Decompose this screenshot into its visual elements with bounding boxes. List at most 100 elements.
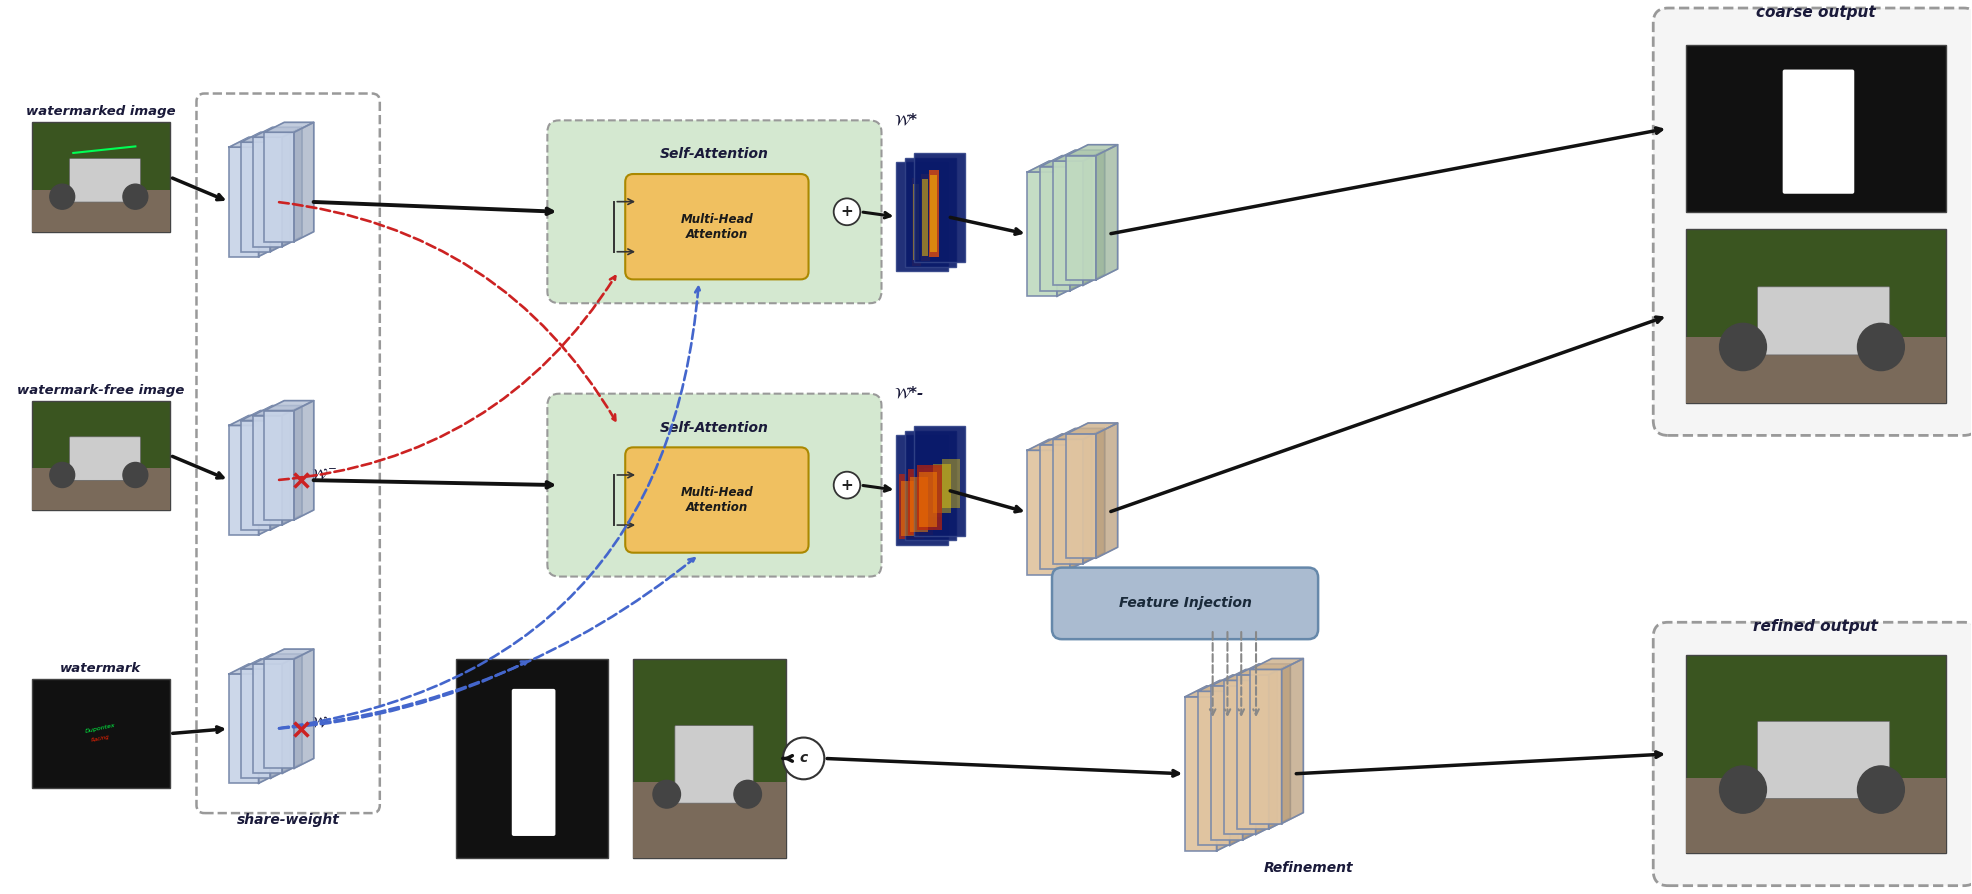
Polygon shape [241,410,290,420]
FancyBboxPatch shape [32,190,170,232]
FancyBboxPatch shape [229,674,258,783]
FancyBboxPatch shape [633,659,787,858]
Text: c: c [799,752,809,765]
Text: $\mathcal{W}$*-: $\mathcal{W}$*- [895,385,925,401]
Text: Multi-Head
Attention: Multi-Head Attention [680,213,753,240]
FancyBboxPatch shape [252,416,282,525]
Polygon shape [241,132,290,142]
Polygon shape [264,401,314,410]
Polygon shape [1083,150,1104,285]
FancyBboxPatch shape [633,782,787,858]
Text: Racing: Racing [91,735,110,744]
FancyBboxPatch shape [264,659,294,768]
Polygon shape [1067,145,1118,156]
Polygon shape [282,127,302,247]
Text: +: + [840,477,854,493]
Polygon shape [1185,686,1238,696]
FancyBboxPatch shape [1185,696,1217,851]
Polygon shape [1041,434,1092,445]
Circle shape [49,462,75,487]
FancyBboxPatch shape [925,468,943,518]
Circle shape [834,198,860,225]
FancyBboxPatch shape [456,659,609,858]
Polygon shape [294,401,314,520]
Circle shape [1858,766,1905,814]
FancyBboxPatch shape [1686,229,1946,402]
FancyBboxPatch shape [1053,161,1083,285]
Text: watermarked image: watermarked image [26,105,176,118]
FancyBboxPatch shape [917,465,943,530]
FancyBboxPatch shape [32,679,170,789]
Polygon shape [258,138,278,257]
Circle shape [49,184,75,209]
Polygon shape [1225,670,1278,680]
Text: $\mathcal{W}$: $\mathcal{W}$ [312,715,327,730]
FancyBboxPatch shape [252,664,282,773]
FancyBboxPatch shape [241,142,270,251]
FancyBboxPatch shape [911,179,921,266]
FancyBboxPatch shape [1051,568,1317,639]
Polygon shape [264,122,314,132]
FancyBboxPatch shape [264,410,294,520]
Polygon shape [252,127,302,138]
FancyBboxPatch shape [929,170,939,257]
FancyBboxPatch shape [1211,686,1242,840]
Text: refined output: refined output [1753,620,1877,634]
FancyBboxPatch shape [1053,439,1083,563]
Polygon shape [1199,680,1252,691]
Circle shape [1720,324,1767,371]
Polygon shape [282,406,302,525]
Polygon shape [1242,675,1264,840]
FancyBboxPatch shape [1067,434,1096,558]
FancyBboxPatch shape [913,184,919,260]
Polygon shape [252,654,302,664]
FancyBboxPatch shape [905,431,956,540]
FancyBboxPatch shape [921,180,927,256]
FancyBboxPatch shape [69,437,140,480]
FancyBboxPatch shape [907,469,933,535]
Polygon shape [270,659,290,779]
Polygon shape [1053,150,1104,161]
FancyBboxPatch shape [241,420,270,530]
Circle shape [122,184,148,209]
Text: watermark: watermark [61,662,142,675]
FancyBboxPatch shape [1027,172,1057,296]
FancyBboxPatch shape [933,464,951,513]
FancyBboxPatch shape [919,472,937,527]
FancyBboxPatch shape [1783,70,1854,194]
Circle shape [734,780,761,808]
Polygon shape [1057,161,1079,296]
FancyBboxPatch shape [1686,45,1946,212]
FancyBboxPatch shape [548,121,881,303]
FancyBboxPatch shape [1250,670,1282,823]
FancyBboxPatch shape [913,153,964,263]
Polygon shape [1071,434,1092,569]
Polygon shape [241,659,290,669]
Polygon shape [229,138,278,148]
Circle shape [1720,766,1767,814]
Polygon shape [1231,680,1252,846]
Polygon shape [294,649,314,768]
FancyBboxPatch shape [897,435,947,544]
Polygon shape [1268,664,1290,829]
Text: Refinement: Refinement [1264,861,1353,875]
FancyBboxPatch shape [897,162,947,272]
FancyBboxPatch shape [899,474,925,539]
Polygon shape [1236,664,1290,675]
Polygon shape [258,664,278,783]
Text: +: + [840,205,854,219]
Polygon shape [294,122,314,241]
FancyBboxPatch shape [1686,778,1946,853]
FancyBboxPatch shape [625,447,809,552]
Polygon shape [1096,145,1118,280]
FancyBboxPatch shape [1067,156,1096,280]
Polygon shape [1250,659,1303,670]
Polygon shape [1057,439,1079,575]
FancyBboxPatch shape [1041,445,1071,569]
Polygon shape [1282,659,1303,823]
Polygon shape [1217,686,1238,851]
Polygon shape [258,416,278,535]
FancyBboxPatch shape [625,174,809,280]
FancyBboxPatch shape [32,122,170,232]
Polygon shape [1096,423,1118,558]
